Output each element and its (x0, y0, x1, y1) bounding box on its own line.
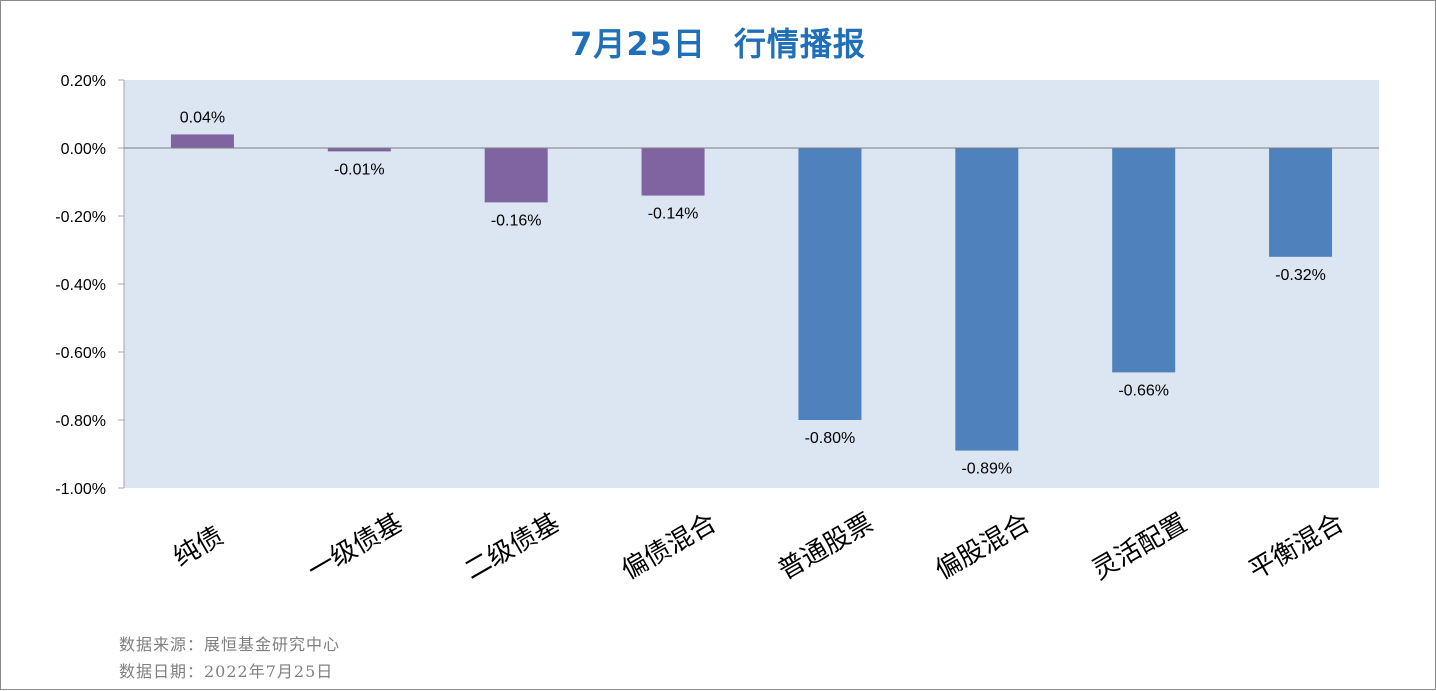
x-tick-label: 灵活配置 (1087, 508, 1192, 586)
bar-5 (798, 148, 862, 420)
bar-4 (641, 148, 705, 196)
data-label: -0.32% (1275, 267, 1326, 284)
y-tick-label: 0.00% (61, 141, 106, 158)
x-tick-label: 普通股票 (773, 508, 878, 586)
plot-area (124, 80, 1379, 488)
x-tick-label: 偏债混合 (617, 508, 722, 586)
x-tick-label: 二级债基 (460, 508, 565, 586)
data-label: -0.80% (805, 430, 856, 447)
data-label: 0.04% (180, 109, 225, 126)
bar-3 (484, 148, 548, 203)
chart-title: 7月25日 行情播报 (1, 19, 1435, 65)
data-label: -0.66% (1118, 382, 1169, 399)
bar-6 (955, 148, 1019, 451)
data-label: -0.01% (334, 161, 385, 178)
bar-7 (1112, 148, 1176, 373)
data-label: -0.16% (491, 212, 542, 229)
date-note: 数据日期：2022年7月25日 (119, 662, 334, 681)
y-tick-label: -1.00% (55, 481, 106, 498)
x-tick-label: 偏股混合 (930, 508, 1035, 586)
title-text: 行情播报 (733, 25, 866, 63)
x-tick-label: 平衡混合 (1244, 508, 1349, 586)
y-tick-label: -0.60% (55, 345, 106, 362)
data-label: -0.14% (648, 206, 699, 223)
x-tick-label: 纯债 (168, 521, 228, 573)
x-tick-label: 一级债基 (303, 508, 408, 586)
y-tick-label: -0.20% (55, 209, 106, 226)
title-date: 7月25日 (570, 25, 706, 63)
bar-1 (170, 134, 234, 148)
y-tick-label: -0.40% (55, 277, 106, 294)
data-label: -0.89% (961, 461, 1012, 478)
bar-2 (327, 148, 391, 152)
bar-8 (1269, 148, 1333, 257)
source-note: 数据来源：展恒基金研究中心 (119, 635, 341, 654)
y-tick-label: -0.80% (55, 413, 106, 430)
y-tick-label: 0.20% (61, 73, 106, 90)
